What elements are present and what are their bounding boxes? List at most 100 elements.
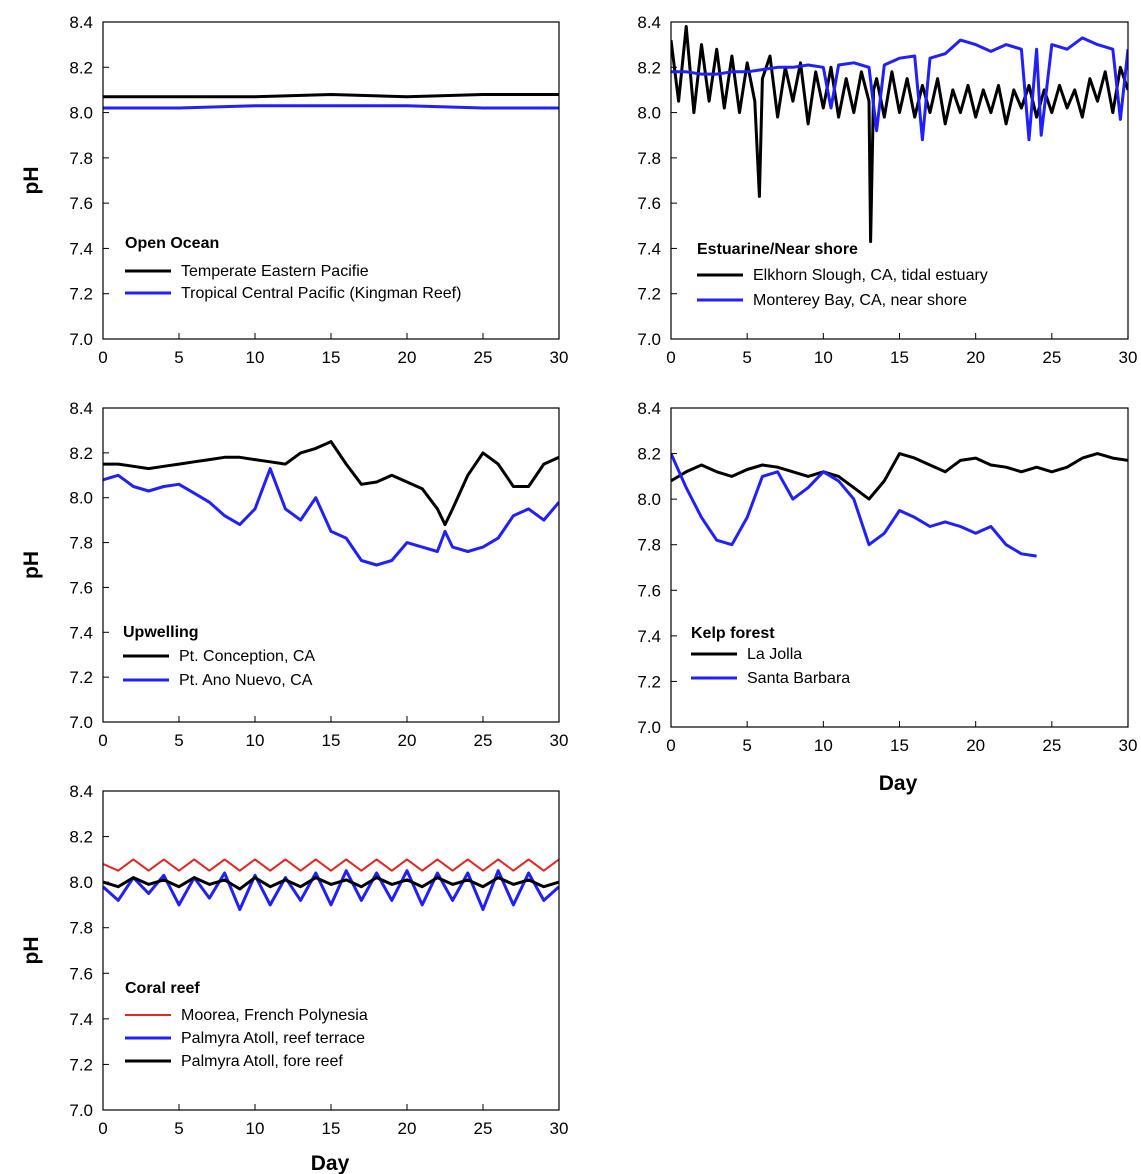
legend-title: Kelp forest bbox=[691, 625, 775, 642]
series-line-2 bbox=[103, 467, 559, 567]
legend-label: Moorea, French Polynesia bbox=[181, 1007, 368, 1024]
x-tick-label: 5 bbox=[174, 731, 183, 750]
x-tick-label: 0 bbox=[98, 731, 107, 750]
y-tick-label: 7.2 bbox=[69, 1055, 93, 1074]
legend-label: Monterey Bay, CA, near shore bbox=[753, 292, 967, 309]
y-tick-label: 7.0 bbox=[69, 713, 93, 732]
y-tick-label: 7.4 bbox=[637, 627, 661, 646]
y-tick-label: 8.0 bbox=[637, 490, 661, 509]
x-tick-label: 30 bbox=[550, 348, 569, 367]
y-tick-label: 7.6 bbox=[637, 194, 661, 213]
x-tick-label: 0 bbox=[98, 1119, 107, 1138]
x-tick-label: 25 bbox=[474, 1119, 493, 1138]
y-tick-label: 7.8 bbox=[69, 149, 93, 168]
chart-panel-3: 0 5 10 15 20 25 30 7.0 7.2 7.4 7.6 7.8 8.0 8.2 8.4 pH Up… bbox=[20, 399, 568, 750]
y-tick-label: 7.8 bbox=[69, 919, 93, 938]
y-tick-label: 8.4 bbox=[69, 399, 93, 418]
x-tick-label: 0 bbox=[666, 348, 675, 367]
y-tick-label: 7.2 bbox=[69, 285, 93, 304]
y-tick-label: 8.0 bbox=[69, 104, 93, 123]
legend-title: Upwelling bbox=[123, 624, 199, 641]
x-tick-label: 30 bbox=[1119, 736, 1138, 755]
y-tick-label: 7.6 bbox=[637, 581, 661, 600]
y-tick-label: 7.6 bbox=[69, 578, 93, 597]
legend-label: Santa Barbara bbox=[747, 670, 850, 687]
chart-panel-4: 0 5 10 15 20 25 30 7.0 7.2 7.4 7.6 7.8 8.0 8.2 8.4 Day K… bbox=[637, 399, 1137, 795]
series-line-1 bbox=[103, 858, 559, 872]
x-tick-label: 25 bbox=[474, 731, 493, 750]
y-tick-label: 8.2 bbox=[69, 58, 93, 77]
legend-label: Temperate Eastern Pacifie bbox=[181, 263, 369, 280]
y-tick-label: 8.0 bbox=[637, 104, 661, 123]
legend-label: Tropical Central Pacific (Kingman Reef) bbox=[181, 285, 461, 302]
x-tick-label: 15 bbox=[322, 731, 341, 750]
series-line-1 bbox=[671, 452, 1128, 501]
y-axis-title: pH bbox=[20, 167, 43, 195]
legend-title: Coral reef bbox=[125, 980, 200, 997]
y-tick-label: 7.4 bbox=[637, 239, 661, 258]
series-line-1 bbox=[671, 25, 1128, 244]
series-line-2 bbox=[671, 36, 1128, 142]
x-tick-label: 10 bbox=[246, 1119, 265, 1138]
y-tick-label: 7.4 bbox=[69, 623, 93, 642]
x-tick-label: 25 bbox=[474, 348, 493, 367]
x-tick-label: 20 bbox=[398, 731, 417, 750]
legend-label: La Jolla bbox=[747, 646, 802, 663]
x-tick-label: 10 bbox=[814, 736, 833, 755]
x-tick-label: 15 bbox=[890, 736, 909, 755]
y-tick-label: 8.4 bbox=[637, 399, 661, 418]
y-tick-label: 7.0 bbox=[637, 718, 661, 737]
y-tick-label: 7.0 bbox=[69, 1101, 93, 1120]
series-line-1 bbox=[103, 440, 559, 527]
y-tick-label: 8.0 bbox=[69, 489, 93, 508]
series-line-2 bbox=[671, 452, 1037, 558]
series-line-1 bbox=[103, 93, 559, 99]
plot-frame bbox=[102, 407, 560, 723]
x-tick-label: 5 bbox=[742, 736, 751, 755]
y-tick-label: 8.2 bbox=[69, 828, 93, 847]
x-tick-label: 10 bbox=[246, 731, 265, 750]
y-tick-label: 7.8 bbox=[69, 534, 93, 553]
x-tick-label: 0 bbox=[666, 736, 675, 755]
x-axis-title: Day bbox=[879, 772, 918, 795]
legend-title: Estuarine/Near shore bbox=[697, 241, 858, 258]
series-line-2 bbox=[103, 869, 559, 911]
chart-panel-5: 0 5 10 15 20 25 30 7.0 7.2 7.4 7.6 7.8 8.0 8.2 8.4 pH Da… bbox=[20, 782, 568, 1174]
series-line-3 bbox=[103, 876, 559, 891]
chart-panel-2: 0 5 10 15 20 25 30 7.0 7.2 7.4 7.6 7.8 8.0 8.2 8.4 Estu… bbox=[637, 13, 1137, 367]
x-tick-label: 20 bbox=[398, 1119, 417, 1138]
y-tick-label: 7.2 bbox=[637, 285, 661, 304]
x-tick-label: 20 bbox=[398, 348, 417, 367]
y-axis-title: pH bbox=[20, 937, 43, 965]
x-axis-title: Day bbox=[311, 1152, 350, 1174]
x-tick-label: 25 bbox=[1042, 736, 1061, 755]
x-tick-label: 25 bbox=[1042, 348, 1061, 367]
x-tick-label: 5 bbox=[742, 348, 751, 367]
legend-label: Pt. Conception, CA bbox=[179, 648, 315, 665]
x-tick-label: 15 bbox=[890, 348, 909, 367]
x-tick-label: 30 bbox=[1119, 348, 1138, 367]
y-tick-label: 7.4 bbox=[69, 1010, 93, 1029]
y-tick-label: 8.0 bbox=[69, 873, 93, 892]
y-tick-label: 7.4 bbox=[69, 239, 93, 258]
x-tick-label: 30 bbox=[550, 1119, 569, 1138]
y-tick-label: 8.2 bbox=[69, 444, 93, 463]
y-tick-label: 7.0 bbox=[637, 330, 661, 349]
y-tick-label: 7.2 bbox=[69, 668, 93, 687]
legend-label: Pt. Ano Nuevo, CA bbox=[179, 672, 313, 689]
legend-label: Palmyra Atoll, fore reef bbox=[181, 1053, 343, 1070]
y-tick-label: 8.4 bbox=[69, 13, 93, 32]
x-tick-label: 10 bbox=[246, 348, 265, 367]
x-tick-label: 20 bbox=[966, 348, 985, 367]
x-tick-label: 20 bbox=[966, 736, 985, 755]
y-tick-label: 7.0 bbox=[69, 330, 93, 349]
x-tick-label: 0 bbox=[98, 348, 107, 367]
legend-label: Elkhorn Slough, CA, tidal estuary bbox=[753, 267, 988, 284]
y-tick-label: 7.6 bbox=[69, 964, 93, 983]
y-tick-label: 7.2 bbox=[637, 672, 661, 691]
y-axis-title: pH bbox=[20, 551, 43, 579]
y-tick-label: 8.2 bbox=[637, 58, 661, 77]
y-tick-label: 8.4 bbox=[637, 13, 661, 32]
x-tick-label: 5 bbox=[174, 1119, 183, 1138]
y-tick-label: 8.2 bbox=[637, 445, 661, 464]
